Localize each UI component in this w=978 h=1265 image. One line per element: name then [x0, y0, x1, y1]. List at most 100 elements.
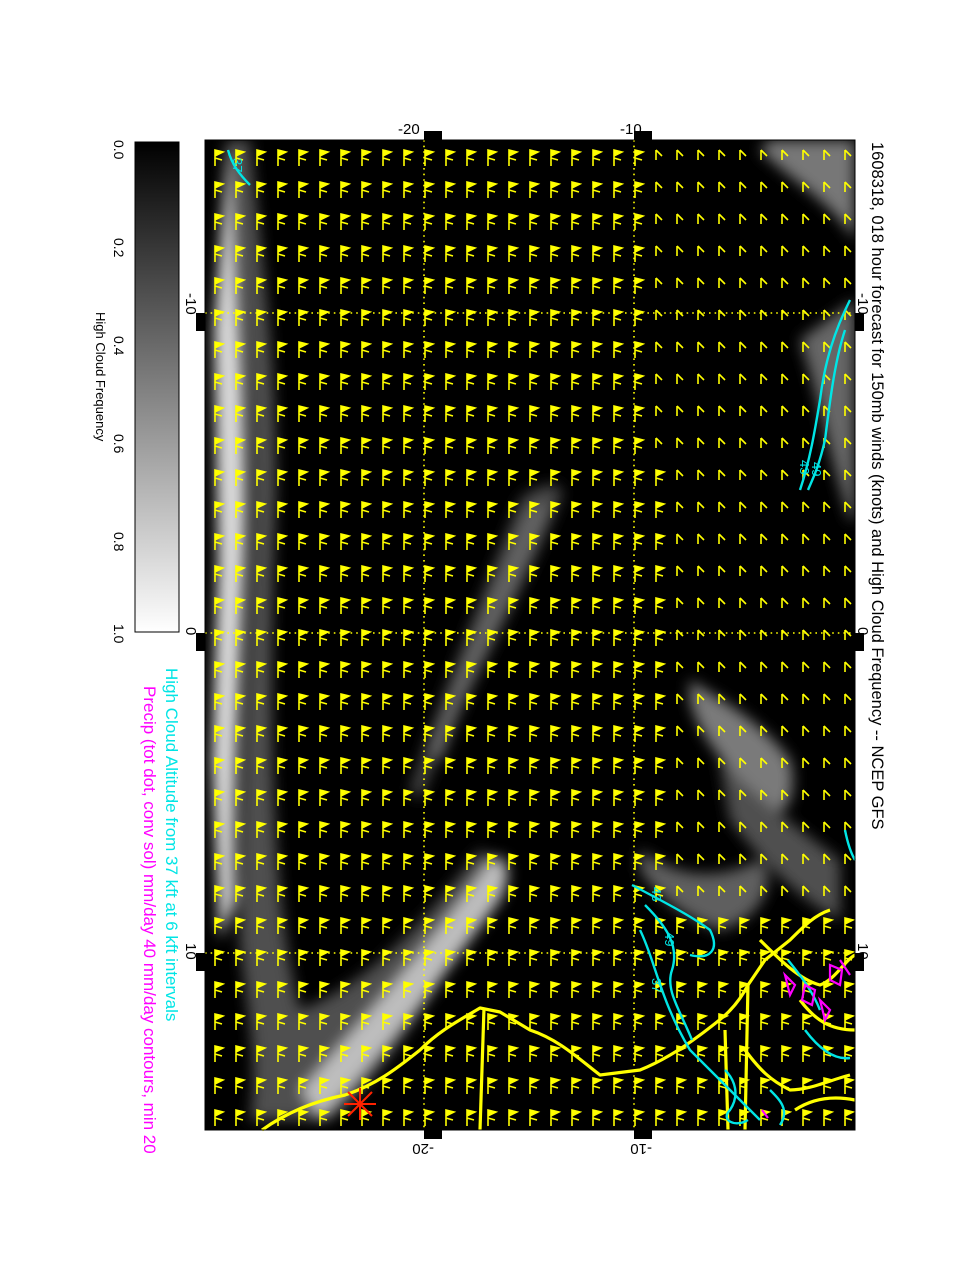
wind-barb	[571, 564, 583, 582]
wind-barb	[256, 1076, 268, 1094]
wind-barb	[256, 532, 268, 550]
colorbar-tick: 1.0	[111, 624, 127, 644]
wind-barb	[319, 404, 331, 422]
wind-barb	[277, 1044, 289, 1062]
wind-barb	[424, 148, 436, 166]
wind-barb	[487, 212, 499, 230]
wind-barb	[256, 1108, 268, 1126]
wind-barb	[802, 373, 810, 384]
wind-barb	[214, 372, 226, 390]
wind-barb	[592, 788, 604, 806]
wind-barb	[403, 500, 415, 518]
wind-barb	[235, 820, 247, 838]
wind-barb	[613, 948, 625, 966]
wind-barb	[739, 821, 747, 832]
wind-barb	[655, 1044, 667, 1062]
wind-barb	[718, 789, 726, 800]
wind-barb	[508, 180, 520, 198]
colorbar-tick: 0.0	[111, 140, 127, 160]
wind-barb	[718, 565, 726, 576]
wind-barb	[550, 244, 562, 262]
wind-barb	[634, 532, 646, 550]
wind-barb	[361, 756, 373, 774]
wind-barb	[319, 1044, 331, 1062]
wind-barb	[550, 884, 562, 902]
wind-barb	[844, 789, 852, 800]
wind-barb	[424, 628, 436, 646]
wind-barb	[466, 564, 478, 582]
wind-barb	[634, 948, 646, 966]
wind-barb	[298, 884, 310, 902]
wind-barb	[613, 180, 625, 198]
wind-barb	[382, 468, 394, 486]
wind-barb	[760, 629, 768, 640]
wind-barb	[277, 628, 289, 646]
wind-barb	[592, 916, 604, 934]
wind-barb	[214, 628, 226, 646]
wind-barb	[634, 372, 646, 390]
wind-barb	[277, 852, 289, 870]
wind-barb	[613, 148, 625, 166]
colorbar-tick: 0.6	[111, 434, 127, 454]
wind-barb	[613, 724, 625, 742]
wind-barb	[739, 948, 751, 966]
wind-barb	[508, 564, 520, 582]
wind-barb	[214, 756, 226, 774]
wind-barb	[424, 1076, 436, 1094]
wind-barb	[424, 788, 436, 806]
wind-barb	[802, 1044, 814, 1062]
wind-barb	[592, 628, 604, 646]
wind-barb	[697, 501, 705, 512]
wind-barb	[634, 660, 646, 678]
wind-barb	[298, 692, 310, 710]
wind-barb	[550, 500, 562, 518]
wind-barb	[298, 820, 310, 838]
wind-barb	[214, 404, 226, 422]
wind-barb	[403, 564, 415, 582]
wind-barb	[697, 213, 705, 224]
wind-barb	[382, 884, 394, 902]
colorbar: 0.0 0.2 0.4 0.6 0.8 1.0 High Cloud Frequ…	[93, 140, 180, 644]
wind-barb	[655, 1012, 667, 1030]
wind-barb	[235, 724, 247, 742]
wind-barb	[823, 916, 835, 934]
wind-barb	[592, 500, 604, 518]
wind-barb	[844, 373, 852, 384]
wind-barb	[508, 916, 520, 934]
wind-barb	[802, 757, 810, 768]
wind-barb	[403, 1076, 415, 1094]
wind-barb	[802, 821, 810, 832]
wind-barb	[235, 276, 247, 294]
wind-barb	[550, 788, 562, 806]
wind-barb	[382, 852, 394, 870]
wind-barb	[802, 437, 810, 448]
wind-barb	[277, 948, 289, 966]
wind-barb	[508, 980, 520, 998]
axis-marks	[196, 131, 864, 1139]
wind-barb	[403, 756, 415, 774]
wind-barb	[760, 469, 768, 480]
wind-barb	[487, 500, 499, 518]
wind-barb	[760, 661, 768, 672]
wind-barb	[781, 980, 793, 998]
wind-barb	[361, 436, 373, 454]
figure-title: 1608318, 018 hour forecast for 150mb win…	[868, 142, 886, 830]
wind-barb	[424, 980, 436, 998]
wind-barb	[655, 692, 667, 710]
wind-barb	[487, 692, 499, 710]
wind-barb	[298, 660, 310, 678]
wind-barb	[508, 596, 520, 614]
wind-barb	[508, 436, 520, 454]
wind-barb	[256, 852, 268, 870]
wind-barb	[466, 340, 478, 358]
wind-barb	[676, 405, 684, 416]
wind-barb	[361, 1044, 373, 1062]
wind-barb	[235, 980, 247, 998]
wind-barb	[319, 564, 331, 582]
wind-barb	[340, 500, 352, 518]
wind-barb	[760, 980, 772, 998]
wind-barb	[571, 980, 583, 998]
wind-barb	[403, 852, 415, 870]
wind-barb	[550, 276, 562, 294]
